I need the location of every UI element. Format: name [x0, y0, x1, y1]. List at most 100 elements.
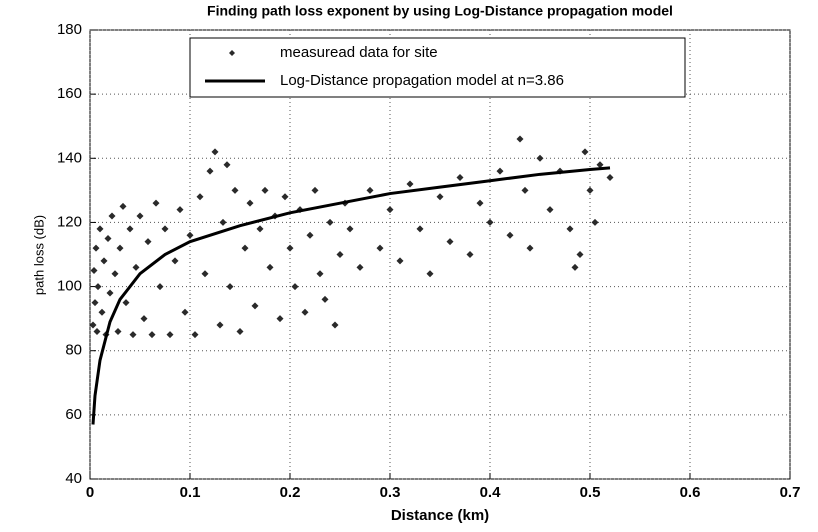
data-point [226, 283, 234, 291]
data-point [161, 225, 169, 233]
data-point [326, 218, 334, 226]
data-point [571, 263, 579, 271]
data-point [586, 186, 594, 194]
data-point [301, 308, 309, 316]
data-point [148, 331, 156, 339]
data-point [176, 206, 184, 214]
data-point [261, 186, 269, 194]
data-point [316, 270, 324, 278]
data-point [376, 244, 384, 252]
data-point [241, 244, 249, 252]
data-point [122, 299, 130, 307]
x-tick-label: 0.5 [580, 484, 601, 501]
data-point [114, 327, 122, 335]
data-point [436, 193, 444, 201]
model-line [91, 166, 611, 425]
x-tick-label: 0 [86, 484, 94, 501]
data-point [366, 186, 374, 194]
data-point [136, 212, 144, 220]
data-point [223, 161, 231, 169]
y-tick-label: 100 [57, 278, 82, 295]
data-point [286, 244, 294, 252]
data-point [396, 257, 404, 265]
y-tick-label: 160 [57, 85, 82, 102]
y-tick-label: 180 [57, 21, 82, 38]
data-point [406, 180, 414, 188]
data-point [276, 315, 284, 323]
data-point [606, 174, 614, 182]
data-point [100, 257, 108, 265]
data-point [251, 302, 259, 310]
data-point [219, 218, 227, 226]
data-point [196, 193, 204, 201]
data-point [591, 218, 599, 226]
data-point [91, 299, 99, 307]
y-tick-label: 80 [65, 342, 82, 359]
data-point [108, 212, 116, 220]
data-point [231, 186, 239, 194]
y-tick-label: 140 [57, 149, 82, 166]
x-tick-label: 0.4 [480, 484, 502, 501]
data-point [116, 244, 124, 252]
data-point [206, 167, 214, 175]
plot-area [89, 29, 791, 480]
data-point [596, 161, 604, 169]
y-tick-label: 60 [65, 406, 82, 423]
data-point [236, 327, 244, 335]
data-point [191, 331, 199, 339]
data-point [321, 295, 329, 303]
data-point [211, 148, 219, 156]
legend-label: measuread data for site [280, 44, 438, 61]
chart-title: Finding path loss exponent by using Log-… [207, 3, 673, 19]
data-point [356, 263, 364, 271]
data-point [476, 199, 484, 207]
data-point [311, 186, 319, 194]
y-axis-label: path loss (dB) [31, 215, 46, 295]
data-point [246, 199, 254, 207]
data-point [521, 186, 529, 194]
data-point [456, 174, 464, 182]
data-point [98, 308, 106, 316]
data-point [516, 135, 524, 143]
data-point [93, 327, 101, 335]
data-point [119, 202, 127, 210]
data-point [536, 154, 544, 162]
x-tick-label: 0.3 [380, 484, 401, 501]
data-point [89, 321, 97, 329]
data-point [466, 251, 474, 258]
x-tick-label: 0.2 [280, 484, 301, 501]
data-point [186, 231, 194, 239]
y-tick-label: 40 [65, 470, 82, 487]
data-point [152, 199, 160, 207]
data-point [416, 225, 424, 233]
data-point [129, 331, 137, 339]
data-point [140, 315, 148, 323]
data-point [446, 238, 454, 246]
data-point [281, 193, 289, 201]
data-point [106, 289, 114, 297]
data-point [126, 225, 134, 233]
legend-box [189, 37, 686, 98]
data-point [156, 283, 164, 291]
data-point [171, 257, 179, 265]
x-tick-label: 0.7 [780, 484, 801, 501]
data-point [111, 270, 119, 278]
data-point [526, 244, 534, 252]
data-point [331, 321, 339, 329]
data-point [132, 263, 140, 271]
data-point [576, 251, 584, 258]
data-point [581, 148, 589, 156]
data-point [266, 263, 274, 271]
data-point [166, 331, 174, 339]
data-point [256, 225, 264, 233]
legend-marker [229, 50, 235, 56]
legend-label: Log-Distance propagation model at n=3.86 [280, 72, 564, 89]
data-point [104, 234, 112, 242]
x-axis-label: Distance (km) [391, 507, 489, 524]
data-point [90, 267, 98, 275]
data-point [144, 238, 152, 246]
data-point [496, 167, 504, 175]
data-point [291, 283, 299, 291]
